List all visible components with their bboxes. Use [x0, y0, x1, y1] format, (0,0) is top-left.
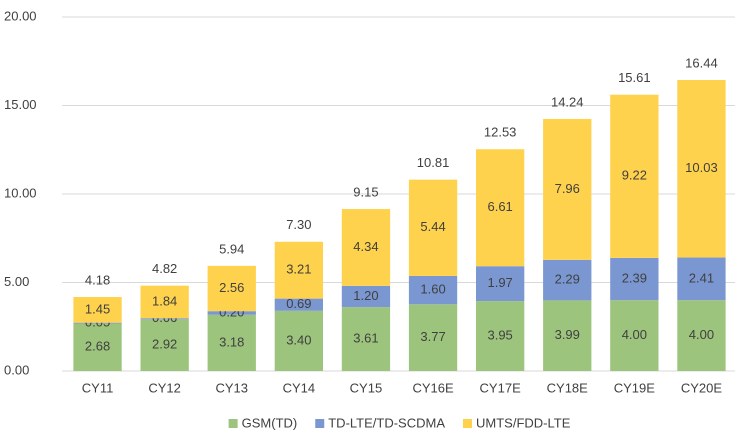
- legend-swatch: [463, 419, 472, 428]
- data-label: 7.96: [555, 181, 580, 196]
- bar-segment: [408, 275, 458, 305]
- x-tick-label: CY14: [283, 380, 316, 395]
- y-tick-label: 20.00: [4, 8, 37, 23]
- x-tick-label: CY20E: [681, 380, 723, 395]
- y-tick-label: 5.00: [4, 274, 29, 289]
- legend-label: TD-LTE/TD-SCDMA: [328, 415, 445, 430]
- x-tick-label: CY16E: [412, 380, 454, 395]
- bar-segment: [677, 257, 726, 301]
- data-label: 4.00: [622, 327, 647, 342]
- x-tick-label: CY17E: [480, 380, 522, 395]
- bar-segment: [274, 310, 324, 371]
- data-label: 2.39: [622, 270, 647, 285]
- data-label: 3.40: [286, 332, 311, 347]
- total-label: 14.24: [551, 94, 584, 109]
- x-tick-label: CY18E: [547, 380, 589, 395]
- bar-segment: [543, 118, 592, 260]
- bar-segment: [543, 300, 592, 371]
- total-label: 5.94: [219, 241, 244, 256]
- legend-label: GSM(TD): [242, 415, 298, 430]
- data-label: 4.00: [689, 327, 714, 342]
- y-tick-label: 0.00: [4, 362, 29, 377]
- bar-segment: [207, 311, 256, 315]
- data-label: 5.44: [420, 219, 445, 234]
- bar-segment: [341, 285, 391, 308]
- bar-segment: [475, 266, 525, 302]
- total-label: 7.30: [286, 217, 311, 232]
- data-label: 1.97: [487, 275, 512, 290]
- bar-segment: [677, 300, 726, 371]
- data-label: 3.77: [420, 329, 445, 344]
- bar-segment: [341, 307, 391, 371]
- y-tick-label: 15.00: [4, 97, 37, 112]
- total-label: 12.53: [484, 125, 517, 140]
- bar-segment: [140, 318, 189, 320]
- legend-swatch: [228, 419, 238, 428]
- data-label: 1.60: [420, 282, 445, 297]
- bar-segment: [73, 322, 122, 324]
- bar-segment: [610, 94, 659, 258]
- data-label: 3.18: [219, 334, 244, 349]
- bar-segment: [543, 259, 592, 301]
- bar-segment: [475, 301, 525, 371]
- bar-segment: [73, 297, 122, 323]
- data-label: 3.61: [353, 330, 378, 345]
- data-label: 1.20: [353, 288, 378, 303]
- x-tick-label: CY11: [82, 380, 114, 395]
- bar-segment: [140, 285, 189, 319]
- data-label: 6.61: [487, 199, 512, 214]
- bar-segment: [408, 179, 458, 276]
- total-label: 9.15: [353, 184, 378, 199]
- data-label: 2.56: [219, 280, 244, 295]
- data-label: 2.68: [85, 339, 110, 354]
- bar-segment: [274, 298, 324, 311]
- total-label: 10.81: [417, 155, 450, 170]
- data-label: 2.29: [555, 272, 580, 287]
- data-label: 2.41: [689, 270, 714, 285]
- bar-segment: [475, 149, 525, 267]
- data-label: 2.92: [152, 337, 177, 352]
- x-tick-label: CY19E: [614, 380, 656, 395]
- bar-segment: [408, 304, 458, 371]
- data-label: 1.45: [85, 301, 110, 316]
- bar-segment: [207, 314, 256, 371]
- data-label: 3.99: [555, 327, 580, 342]
- total-label: 15.61: [618, 70, 651, 85]
- bar-segment: [207, 265, 256, 312]
- data-label: 3.95: [487, 327, 512, 342]
- data-label: 1.84: [152, 293, 177, 308]
- x-tick-label: CY12: [148, 380, 181, 395]
- legend-swatch: [315, 419, 325, 428]
- x-tick-label: CY13: [215, 380, 248, 395]
- data-label: 3.21: [286, 262, 311, 277]
- data-label: 9.22: [622, 168, 647, 183]
- bar-segment: [610, 257, 659, 301]
- bar-segment: [677, 80, 726, 258]
- bar-segment: [274, 241, 324, 299]
- data-label: 0.69: [286, 296, 311, 311]
- total-label: 4.82: [152, 261, 177, 276]
- total-label: 16.44: [685, 55, 718, 70]
- data-label: 10.03: [685, 160, 718, 175]
- legend-label: UMTS/FDD-LTE: [476, 415, 571, 430]
- x-tick-label: CY15: [350, 380, 383, 395]
- bar-segment: [73, 323, 122, 371]
- data-label: 4.34: [353, 239, 378, 254]
- y-tick-label: 10.00: [4, 185, 37, 200]
- bar-segment: [341, 209, 391, 286]
- total-label: 4.18: [85, 272, 110, 287]
- bar-segment: [610, 300, 659, 371]
- bar-segment: [140, 319, 189, 371]
